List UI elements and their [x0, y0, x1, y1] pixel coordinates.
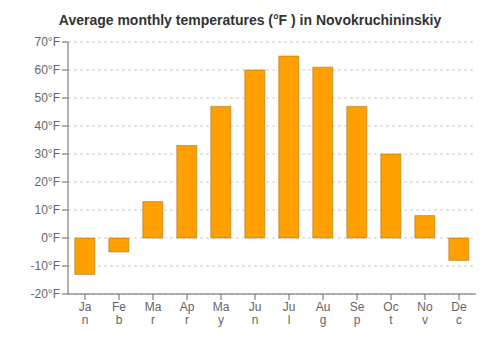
svg-text:Feb: Feb — [112, 300, 126, 327]
svg-text:70°F: 70°F — [35, 35, 60, 49]
svg-text:Sep: Sep — [350, 300, 365, 327]
svg-text:50°F: 50°F — [35, 91, 60, 105]
svg-text:40°F: 40°F — [35, 119, 60, 133]
svg-text:Aug: Aug — [316, 300, 331, 327]
svg-text:10°F: 10°F — [35, 203, 60, 217]
svg-text:-10°F: -10°F — [31, 259, 60, 273]
svg-text:Mar: Mar — [145, 300, 162, 327]
html-text:Average monthly temperatures (: Average monthly temperatures (°F ) in No… — [58, 12, 442, 28]
svg-text:Oct: Oct — [383, 300, 398, 327]
svg-text:0°F: 0°F — [41, 231, 60, 245]
svg-text:Dec: Dec — [451, 300, 467, 327]
svg-text:Jul: Jul — [283, 300, 296, 327]
svg-text:-20°F: -20°F — [31, 287, 60, 301]
svg-text:Jun: Jun — [249, 300, 262, 327]
svg-text:20°F: 20°F — [35, 175, 60, 189]
svg-text:60°F: 60°F — [35, 63, 60, 77]
svg-text:May: May — [213, 300, 230, 327]
svg-text:Apr: Apr — [180, 300, 195, 327]
svg-text:Jan: Jan — [79, 300, 92, 327]
svg-text:Nov: Nov — [417, 300, 433, 327]
svg-text:30°F: 30°F — [35, 147, 60, 161]
